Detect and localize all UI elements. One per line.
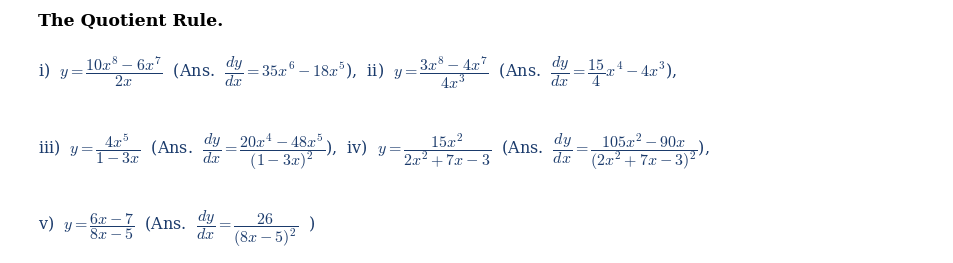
Text: v)  $y = \dfrac{6x-7}{8x-5}$  (Ans.  $\dfrac{dy}{dx} = \dfrac{26}{(8x-5)^{2}}$  : v) $y = \dfrac{6x-7}{8x-5}$ (Ans. $\dfra… (38, 208, 315, 249)
Text: iii)  $y = \dfrac{4x^{5}}{1-3x}$  (Ans.  $\dfrac{dy}{dx} = \dfrac{20x^{4}-48x^{5: iii) $y = \dfrac{4x^{5}}{1-3x}$ (Ans. $\… (38, 132, 709, 173)
Text: i)  $y = \dfrac{10x^{8}-6x^{7}}{2x}$  (Ans.  $\dfrac{dy}{dx} = 35x^{6}-18x^{5}$): i) $y = \dfrac{10x^{8}-6x^{7}}{2x}$ (Ans… (38, 55, 677, 92)
Text: The Quotient Rule.: The Quotient Rule. (38, 13, 223, 30)
